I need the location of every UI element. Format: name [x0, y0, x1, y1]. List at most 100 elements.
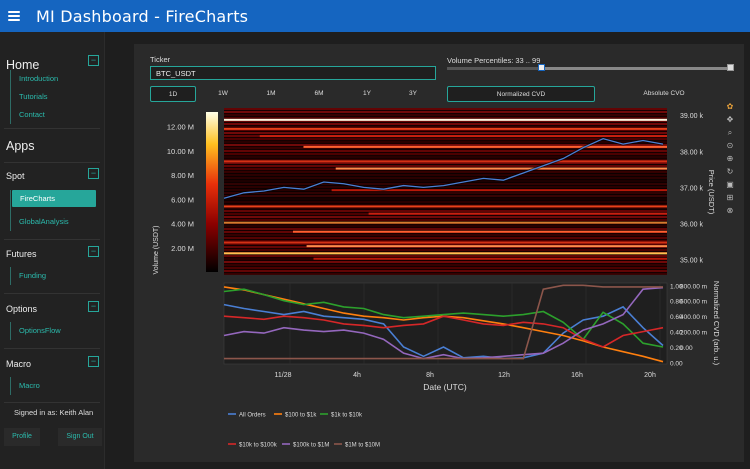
- home-nav: Introduction Tutorials Contact: [10, 70, 58, 124]
- cvd-plot-area: [223, 282, 668, 365]
- cvd-secondary-tick-label: 400.00 m: [680, 314, 707, 321]
- heatmap-band: [224, 159, 667, 161]
- heatmap-level: [303, 145, 667, 148]
- sidebar-section-apps: Apps: [6, 139, 35, 153]
- sidebar-item-funding[interactable]: Funding: [19, 271, 47, 280]
- cvd-tick-label: 1.00: [670, 283, 683, 290]
- ticker-input[interactable]: BTC_USDT: [150, 66, 436, 80]
- heatmap-band: [224, 147, 667, 149]
- x-tick-label: 20h: [644, 372, 656, 379]
- colorbar-tick-label: 4.00 M: [171, 220, 194, 229]
- x-tick-label: 16h: [571, 372, 583, 379]
- x-axis-title: Date (UTC): [423, 382, 467, 392]
- heatmap-band: [224, 111, 667, 113]
- sidebar-item-optionsflow[interactable]: OptionsFlow: [19, 326, 61, 335]
- percentile-low-handle[interactable]: [538, 64, 546, 71]
- heatmap-level: [224, 127, 667, 130]
- heatmap-band: [224, 129, 667, 131]
- absolute-cvo-button[interactable]: Absolute CVO: [643, 90, 685, 97]
- divider: [4, 239, 100, 240]
- sidebar-item-tutorials[interactable]: Tutorials: [19, 92, 48, 101]
- range-1y-button[interactable]: 1Y: [363, 90, 371, 97]
- divider: [4, 162, 100, 163]
- pan-icon[interactable]: ✥: [726, 115, 734, 124]
- cvd-axis-title: Normalized CVD (arb. u.): [712, 281, 721, 366]
- divider: [4, 293, 100, 294]
- heatmap-peak-level: [224, 221, 667, 224]
- zoom-in-icon[interactable]: ⊕: [726, 154, 734, 163]
- heatmap-band: [224, 273, 667, 275]
- heatmap-level: [224, 241, 667, 244]
- collapse-home-button[interactable]: −: [88, 55, 99, 66]
- heatmap-band: [224, 228, 667, 230]
- sidebar-item-globalanalysis[interactable]: GlobalAnalysis: [19, 217, 69, 226]
- sign-out-button[interactable]: Sign Out: [58, 428, 102, 446]
- collapse-futures-button[interactable]: −: [88, 246, 99, 257]
- percentile-slider[interactable]: [447, 64, 735, 71]
- percentile-label: Volume Percentiles: 33 .. 99: [447, 56, 541, 65]
- legend-item-label: $100 to $1k: [285, 413, 317, 419]
- spike-lines-icon[interactable]: ⊞: [726, 193, 734, 202]
- heatmap-level: [292, 230, 667, 233]
- cvd-tick-label: 0.80: [670, 299, 683, 306]
- sidebar-item-contact[interactable]: Contact: [19, 110, 45, 119]
- cvd-series-line: [223, 315, 664, 348]
- collapse-macro-button[interactable]: −: [88, 356, 99, 367]
- heatmap-band: [224, 216, 667, 218]
- colorbar-tick-label: 10.00 M: [167, 147, 194, 156]
- price-axis-title: Price (USDT): [707, 170, 716, 215]
- reset-icon[interactable]: ↻: [726, 167, 734, 176]
- heatmap-band: [224, 141, 667, 143]
- normalized-cvd-button[interactable]: Normalized CVD: [447, 86, 595, 102]
- hover-icon[interactable]: ⊗: [726, 206, 734, 215]
- profile-button[interactable]: Profile: [4, 428, 40, 446]
- zoom-icon[interactable]: ⌕: [727, 128, 733, 137]
- legend-item-label: $1k to $10k: [331, 413, 363, 419]
- range-3y-button[interactable]: 3Y: [409, 90, 417, 97]
- range-1w-button[interactable]: 1W: [218, 90, 228, 97]
- cvd-tick-label: 0.40: [670, 330, 683, 337]
- colorbar: [206, 112, 218, 272]
- legend-item-label: $10k to $100k: [239, 443, 278, 449]
- heatmap-level: [259, 135, 667, 138]
- lasso-icon[interactable]: ⊙: [726, 141, 734, 150]
- price-line: [223, 137, 664, 199]
- heatmap-band: [224, 138, 667, 140]
- heatmap-level: [331, 189, 667, 192]
- cvd-tick-label: 0.00: [670, 360, 683, 367]
- autoscale-icon[interactable]: ▣: [726, 180, 734, 189]
- heatmap-level: [224, 205, 667, 208]
- sidebar-section-futures: Futures: [6, 249, 37, 259]
- cvd-secondary-tick-label: 0.00: [680, 345, 693, 352]
- spot-nav: FireCharts GlobalAnalysis: [10, 190, 96, 231]
- heatmap-band: [224, 225, 667, 227]
- heatmap-band: [224, 150, 667, 152]
- heatmap-level: [224, 160, 667, 163]
- collapse-spot-button[interactable]: −: [88, 168, 99, 179]
- sidebar-item-macro[interactable]: Macro: [19, 381, 40, 390]
- sidebar-item-introduction[interactable]: Introduction: [19, 74, 59, 83]
- sidebar-section-spot: Spot: [6, 171, 25, 181]
- cvd-tick-label: 0.60: [670, 314, 683, 321]
- divider: [4, 402, 100, 403]
- collapse-options-button[interactable]: −: [88, 301, 99, 312]
- sidebar: Home − Introduction Tutorials Contact Ap…: [0, 32, 105, 469]
- percentile-slider-range: [541, 67, 731, 70]
- heatmap-band: [224, 165, 667, 167]
- chart-modebar: ✿ ✥ ⌕ ⊙ ⊕ ↻ ▣ ⊞ ⊗: [723, 102, 737, 219]
- range-1d-button[interactable]: 1D: [150, 86, 196, 102]
- percentile-high-handle[interactable]: [727, 64, 735, 71]
- range-1m-button[interactable]: 1M: [266, 90, 276, 97]
- cvd-secondary-tick-label: 600.00 m: [680, 299, 707, 306]
- price-tick-label: 35.00 k: [680, 258, 703, 265]
- sidebar-item-firecharts[interactable]: FireCharts: [12, 190, 96, 207]
- ticker-label: Ticker: [150, 55, 171, 64]
- plotly-logo-icon[interactable]: ✿: [726, 102, 734, 111]
- menu-icon[interactable]: [8, 11, 20, 21]
- heatmap-band: [224, 243, 667, 245]
- heatmap-level: [368, 212, 667, 215]
- colorbar-tick-label: 2.00 M: [171, 244, 194, 253]
- range-6m-button[interactable]: 6M: [314, 90, 324, 97]
- heatmap-band: [224, 210, 667, 212]
